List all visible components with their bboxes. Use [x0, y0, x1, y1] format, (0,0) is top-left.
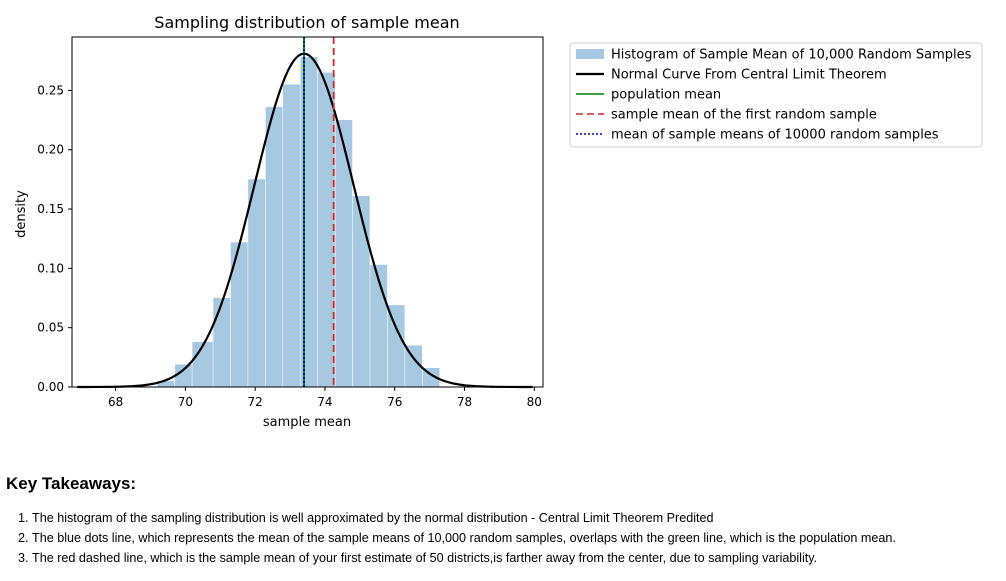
y-tick-label: 0.15: [37, 202, 64, 216]
x-axis-label: sample mean: [263, 415, 351, 430]
x-tick-label: 68: [108, 395, 123, 409]
histogram-bar: [317, 72, 335, 387]
chart: Sampling distribution of sample mean 68 7…: [14, 13, 983, 430]
x-tick-label: 74: [317, 395, 332, 409]
histogram-bar: [230, 242, 248, 387]
histogram-bar: [265, 107, 283, 387]
y-tick-label: 0.00: [37, 380, 64, 394]
legend: Histogram of Sample Mean of 10,000 Rando…: [569, 42, 983, 148]
takeaway-item: The red dashed line, which is the sample…: [32, 548, 1000, 568]
histogram-bar: [405, 345, 423, 387]
histogram-bar: [300, 57, 318, 387]
takeaways-heading: Key Takeaways:: [6, 474, 137, 493]
plot-area: [77, 37, 533, 389]
key-takeaways: Key Takeaways: The histogram of the samp…: [6, 474, 1000, 568]
histogram-bar: [283, 84, 300, 387]
histogram-bar: [157, 381, 175, 387]
legend-label: sample mean of the first random sample: [611, 108, 877, 123]
legend-label: Normal Curve From Central Limit Theorem: [611, 68, 887, 83]
axes: 68 70 72 74 76 78 80 0.00 0.05 0.10 0.15 0.20 0.25: [37, 36, 544, 409]
y-tick-label: 0.10: [37, 261, 64, 275]
histogram-bar: [335, 120, 353, 388]
legend-label: mean of sample means of 10000 random sam…: [611, 128, 939, 143]
plot-frame: [71, 36, 544, 388]
y-tick-label: 0.25: [37, 83, 64, 97]
legend-box: [569, 42, 983, 148]
histogram-bar: [213, 298, 231, 387]
x-tick-label: 76: [387, 395, 402, 409]
histogram-bar: [387, 305, 405, 387]
legend-swatch: [576, 49, 604, 59]
legend-label: Histogram of Sample Mean of 10,000 Rando…: [611, 48, 972, 63]
legend-label: population mean: [611, 88, 721, 103]
chart-title: Sampling distribution of sample mean: [154, 13, 459, 32]
histogram-bar: [248, 179, 266, 387]
x-tick-label: 80: [527, 395, 542, 409]
x-tick-label: 70: [178, 395, 193, 409]
takeaway-item: The histogram of the sampling distributi…: [32, 508, 1000, 528]
y-tick-label: 0.05: [37, 321, 64, 335]
y-axis-label: density: [14, 190, 29, 238]
takeaways-list: The histogram of the sampling distributi…: [6, 508, 1000, 568]
x-tick-label: 72: [248, 395, 263, 409]
histogram-bar: [192, 341, 213, 387]
takeaway-item: The blue dots line, which represents the…: [32, 528, 1000, 548]
y-tick-label: 0.20: [37, 143, 64, 157]
histogram-bar: [352, 195, 370, 387]
histogram-bar: [174, 364, 192, 387]
x-tick-label: 78: [457, 395, 472, 409]
